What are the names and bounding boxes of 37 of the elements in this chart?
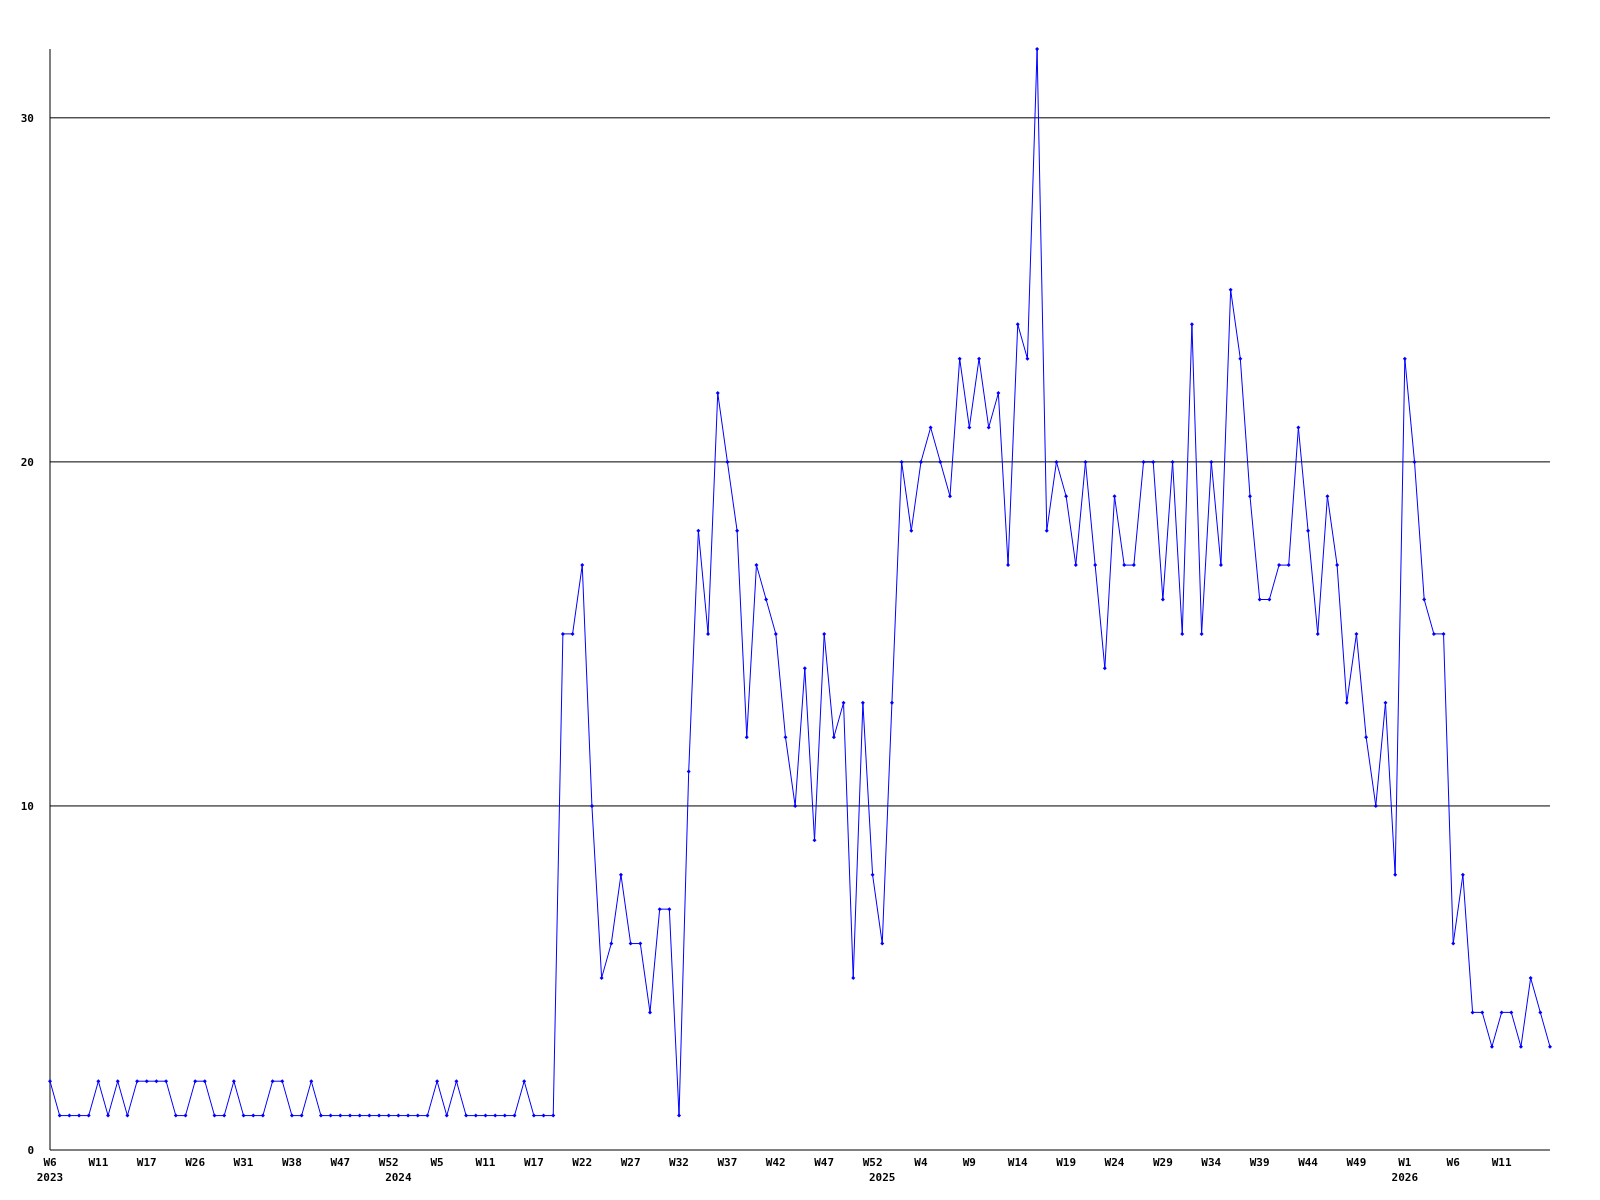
x-tick-label: W14 (1007, 1156, 1029, 1169)
y-tick-label: 20 (20, 455, 34, 469)
x-tick-label: W37 (717, 1156, 738, 1169)
x-tick-label: W38 (282, 1156, 302, 1169)
x-tick-label: W29 (1152, 1156, 1173, 1169)
x-tick-label: W42 (765, 1156, 786, 1169)
x-tick-label: W17 (136, 1156, 157, 1169)
x-tick-label: W39 (1249, 1156, 1270, 1169)
x-tick-label: 2024 (385, 1171, 412, 1184)
x-tick-label: W44 (1298, 1156, 1319, 1169)
x-tick-label: W47 (814, 1156, 835, 1169)
x-tick-label: W6 2023 (36, 1156, 64, 1184)
x-tick-label: W26 (185, 1156, 206, 1169)
x-tick-label: W11 (88, 1156, 109, 1169)
y-tick-label: 30 (20, 111, 34, 125)
x-tick-label: 2025 (869, 1171, 896, 1184)
x-tick-label: W47 (330, 1156, 351, 1169)
x-tick-label: W1 2026 (1391, 1156, 1419, 1184)
x-tick-label: W19 (1056, 1156, 1077, 1169)
x-tick-label: W31 (233, 1156, 254, 1169)
x-tick-label: W22 (572, 1156, 593, 1169)
x-tick-label: W11 (1491, 1156, 1512, 1169)
x-tick-label: W9 (962, 1156, 976, 1169)
x-tick-label: W32 (669, 1156, 689, 1169)
x-tick-label: W6 (1446, 1156, 1461, 1169)
x-tick-label: W52 (378, 1156, 399, 1169)
y-tick-label: 0 (27, 1143, 34, 1157)
x-tick-label: W17 (523, 1156, 544, 1169)
x-tick-label: W24 (1104, 1156, 1125, 1169)
x-tick-label: W49 (1346, 1156, 1367, 1169)
x-tick-label: W4 (914, 1156, 928, 1169)
x-tick-label: W27 (620, 1156, 641, 1169)
x-tick-label: W5 (430, 1156, 444, 1169)
y-tick-label: 10 (20, 799, 34, 813)
x-tick-label: W52 (862, 1156, 883, 1169)
x-tick-label: W11 (475, 1156, 496, 1169)
x-tick-label: W34 (1201, 1156, 1222, 1169)
